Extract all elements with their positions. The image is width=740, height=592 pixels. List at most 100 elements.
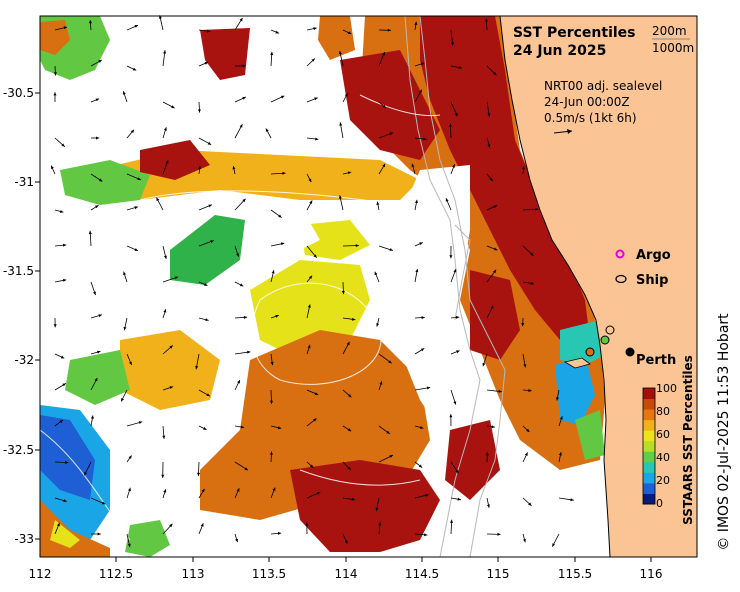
current-vector-head bbox=[493, 72, 497, 76]
current-vector-head bbox=[498, 389, 502, 393]
sst-band-north-green bbox=[60, 160, 150, 205]
current-vector-head bbox=[528, 388, 532, 392]
current-vector-head bbox=[169, 345, 173, 349]
current-vector-head bbox=[236, 488, 240, 492]
x-tick-label: 114.5 bbox=[405, 567, 439, 581]
current-vector-head bbox=[207, 141, 212, 145]
credit-text: © IMOS 02-Jul-2025 11:53 Hobart bbox=[716, 313, 732, 551]
current-vector-head bbox=[453, 269, 457, 273]
colorbar-segment bbox=[643, 461, 655, 473]
current-vector-head bbox=[161, 474, 165, 478]
current-vector-head bbox=[61, 143, 65, 147]
bathymetry-contours bbox=[404, 15, 506, 558]
current-vectors bbox=[50, 15, 574, 548]
current-vector-head bbox=[450, 519, 454, 523]
current-vector-head bbox=[341, 290, 345, 295]
current-vector-head bbox=[307, 304, 311, 308]
current-vector-head bbox=[344, 93, 348, 97]
current-vector-head bbox=[530, 252, 534, 256]
current-vector-head bbox=[419, 89, 422, 94]
observation-markers bbox=[585, 325, 635, 357]
colorbar-segment bbox=[643, 419, 655, 431]
colorbar-tick-label: 100 bbox=[656, 382, 677, 395]
contour-1000m bbox=[404, 15, 481, 558]
current-vector-head bbox=[316, 492, 321, 495]
current-vector-head bbox=[523, 538, 526, 543]
current-vector-head bbox=[382, 52, 385, 56]
current-vector-head bbox=[171, 105, 175, 109]
current-vector-head bbox=[204, 283, 208, 286]
current-vector-head bbox=[93, 291, 96, 295]
coastline bbox=[499, 15, 611, 558]
current-vector-head bbox=[347, 171, 352, 175]
colorbar-segment bbox=[643, 430, 655, 442]
current-vector-head bbox=[493, 269, 497, 274]
colorbar-tick-label: 80 bbox=[656, 405, 670, 418]
current-vector-head bbox=[98, 314, 102, 318]
map-title: SST Percentiles bbox=[513, 25, 636, 41]
current-vector-head bbox=[163, 309, 167, 313]
x-tick-label: 112 bbox=[29, 567, 52, 581]
current-vector-head bbox=[201, 488, 205, 493]
current-vector-head bbox=[457, 497, 461, 501]
y-tick-label: -31.5 bbox=[3, 264, 34, 278]
current-vector-head bbox=[426, 386, 431, 390]
current-vector-head bbox=[165, 160, 169, 164]
perth-marker bbox=[625, 347, 635, 357]
current-vector-head bbox=[280, 242, 285, 246]
current-vector-head bbox=[269, 400, 273, 404]
current-vector-head bbox=[275, 30, 279, 34]
current-vector-head bbox=[348, 394, 352, 398]
ship-legend-icon bbox=[615, 274, 627, 284]
current-vector-head bbox=[487, 144, 491, 148]
current-vector-head bbox=[63, 243, 67, 247]
ship-legend-label: Ship bbox=[636, 273, 668, 288]
current-vector-head bbox=[524, 452, 528, 456]
depth-label-200m: 200m bbox=[652, 24, 687, 38]
current-vector-head bbox=[84, 471, 87, 476]
current-vector-head bbox=[456, 350, 460, 354]
current-vector-head bbox=[98, 178, 103, 182]
current-vector-head bbox=[162, 435, 166, 439]
current-vector-head bbox=[62, 383, 66, 387]
colorbar-segment bbox=[643, 482, 655, 494]
sealevel-contour-2 bbox=[251, 282, 382, 385]
sealevel-contour-5 bbox=[359, 94, 441, 117]
current-vector-head bbox=[97, 532, 101, 536]
current-vector-head bbox=[163, 50, 167, 54]
current-vector-head bbox=[65, 460, 69, 464]
sst-inshore-cold bbox=[555, 355, 595, 425]
current-vector-head bbox=[280, 95, 285, 99]
colorbar-title: SSTAARS SST Percentiles bbox=[681, 355, 695, 525]
current-vector-head bbox=[346, 341, 350, 346]
current-vector-head bbox=[163, 127, 167, 131]
current-vector-head bbox=[489, 177, 493, 182]
current-vector-head bbox=[376, 323, 380, 327]
current-vector-head bbox=[414, 21, 418, 25]
current-vector-head bbox=[449, 255, 453, 259]
current-vector-head bbox=[382, 163, 386, 168]
current-vector-head bbox=[308, 275, 313, 279]
current-vector-head bbox=[535, 207, 539, 211]
sst-warm-mid-left bbox=[120, 330, 220, 410]
current-vector-head bbox=[526, 428, 530, 432]
colorbar-border bbox=[642, 387, 656, 505]
current-vector-head bbox=[206, 29, 211, 33]
current-vector-head bbox=[237, 380, 240, 384]
sealevel-contour-1 bbox=[139, 190, 401, 206]
current-vector-head bbox=[344, 540, 348, 544]
current-vector-head bbox=[490, 305, 494, 310]
current-vector-head bbox=[521, 323, 525, 327]
sst-very-cold-sw bbox=[40, 415, 95, 500]
current-vector-head bbox=[485, 452, 489, 456]
current-vector-head bbox=[169, 386, 174, 389]
colorbar-tick-label: 60 bbox=[656, 428, 670, 441]
current-vector-head bbox=[269, 451, 273, 455]
sst-field bbox=[40, 16, 605, 557]
current-vector-head bbox=[449, 123, 452, 127]
current-vector-head bbox=[420, 62, 425, 66]
current-vector-head bbox=[420, 426, 424, 429]
current-vector-head bbox=[523, 364, 527, 368]
sst-cool-mid-left bbox=[65, 350, 130, 405]
